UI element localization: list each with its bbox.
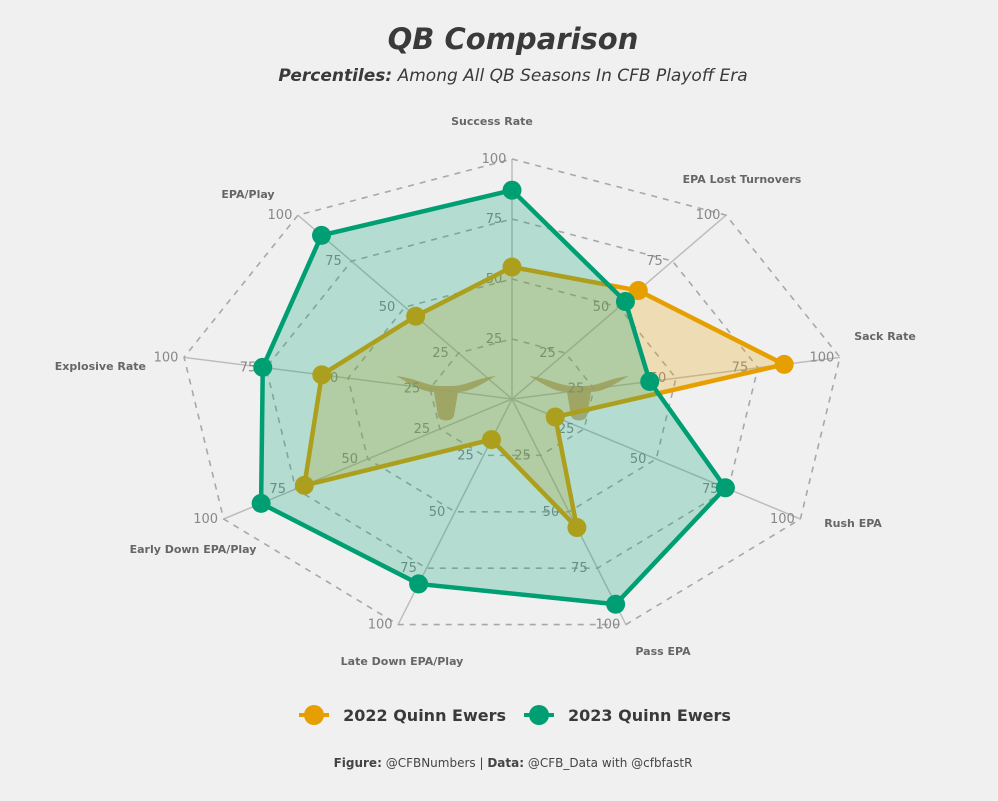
series-area-1 [304,267,785,528]
ring-tick-label: 75 [486,212,503,227]
legend-label-2023: 2023 Quinn Ewers [568,705,731,725]
ring-tick-label: 25 [514,448,531,463]
data-point [409,574,429,594]
ring-tick-label: 75 [646,254,663,269]
longhorn-logo-icon [529,376,629,421]
grid-ring [347,278,677,513]
data-point [640,371,660,391]
legend-label-2022: 2022 Quinn Ewers [343,705,506,725]
data-point [502,180,522,200]
legend-key-2023 [524,705,554,725]
ring-tick-label: 50 [342,452,359,467]
ring-tick-label: 100 [268,208,293,223]
ring-tick-label: 100 [810,350,835,365]
ring-tick-label: 25 [457,448,474,463]
ring-tick-label: 100 [696,208,721,223]
chart-title: QB Comparison [387,22,639,56]
series-area-2 [261,190,726,605]
ring-tick-label: 25 [558,422,575,437]
axis-label: Late Down EPA/Play [341,655,464,668]
footer-data-label: Data: [487,756,525,770]
axis-label: Pass EPA [635,645,691,658]
ring-tick-label: 25 [486,332,503,347]
data-point [715,478,735,498]
ring-tick-label: 100 [595,618,620,633]
ring-tick-label: 75 [571,561,588,576]
legend-item-2022[interactable]: 2022 Quinn Ewers [299,705,506,725]
ring-tick-label: 25 [568,382,585,397]
ring-tick-label: 50 [429,505,446,520]
ring-tick-label: 100 [368,618,393,633]
data-point [774,354,794,374]
ring-tick-label: 25 [539,346,556,361]
chart-subtitle: Percentiles: Among All QB Seasons In CFB… [0,66,998,86]
data-point [545,407,565,427]
grid-ring [265,218,759,569]
data-point [628,281,648,301]
axis-label: EPA Lost Turnovers [683,173,802,186]
axis-spoke [297,214,513,400]
data-point [502,257,522,277]
ring-tick-label: 75 [702,482,719,497]
series-line-1 [302,264,787,530]
ring-tick-label: 75 [269,482,286,497]
data-point [406,306,426,326]
axis-label: EPA/Play [221,188,274,201]
ring-tick-label: 100 [154,350,179,365]
subtitle-text: Among All QB Seasons In CFB Playoff Era [392,66,748,86]
ring-tick-label: 25 [414,422,431,437]
ring-tick-label: 100 [770,512,795,527]
ring-tick-label: 75 [325,254,342,269]
legend-item-2023[interactable]: 2023 Quinn Ewers [524,705,731,725]
axis-label: Sack Rate [854,330,916,343]
ring-tick-label: 75 [240,361,257,376]
data-point [251,493,271,513]
data-point [311,225,331,245]
ring-tick-label: 25 [432,346,449,361]
footer-data-value: @CFB_Data with @cfbfastR [524,756,693,770]
ring-tick-label: 50 [543,505,560,520]
data-point [481,430,501,450]
ring-tick-label: 50 [593,300,610,315]
grid-ring [429,338,595,457]
legend: 2022 Quinn Ewers 2023 Quinn Ewers [0,705,998,725]
data-point [567,518,587,538]
data-point [606,594,626,614]
series-line-2 [258,187,728,607]
footer-caption: Figure: @CFBNumbers | Data: @CFB_Data wi… [0,756,998,770]
legend-key-2022 [299,705,330,725]
ring-tick-label: 75 [400,561,417,576]
ring-tick-label: 50 [630,452,647,467]
axis-label: Success Rate [451,115,533,128]
longhorn-logo-icon [396,376,496,421]
longhorn-shape [529,376,629,421]
longhorn-shape [396,376,496,421]
axis-label: Rush EPA [824,517,882,530]
data-point [253,357,273,377]
data-point [294,475,314,495]
ring-tick-label: 100 [482,152,507,167]
footer-figure-value: @CFBNumbers | [381,756,488,770]
grid-ring [183,158,841,626]
axis-label: Early Down EPA/Play [130,543,257,556]
ring-tick-label: 25 [404,382,421,397]
data-point [615,292,635,312]
footer-figure-label: Figure: [333,756,382,770]
subtitle-bold: Percentiles: [278,66,393,86]
axis-label: Explosive Rate [55,360,146,373]
data-point [312,365,332,385]
ring-tick-label: 100 [193,512,218,527]
ring-tick-label: 50 [379,300,396,315]
